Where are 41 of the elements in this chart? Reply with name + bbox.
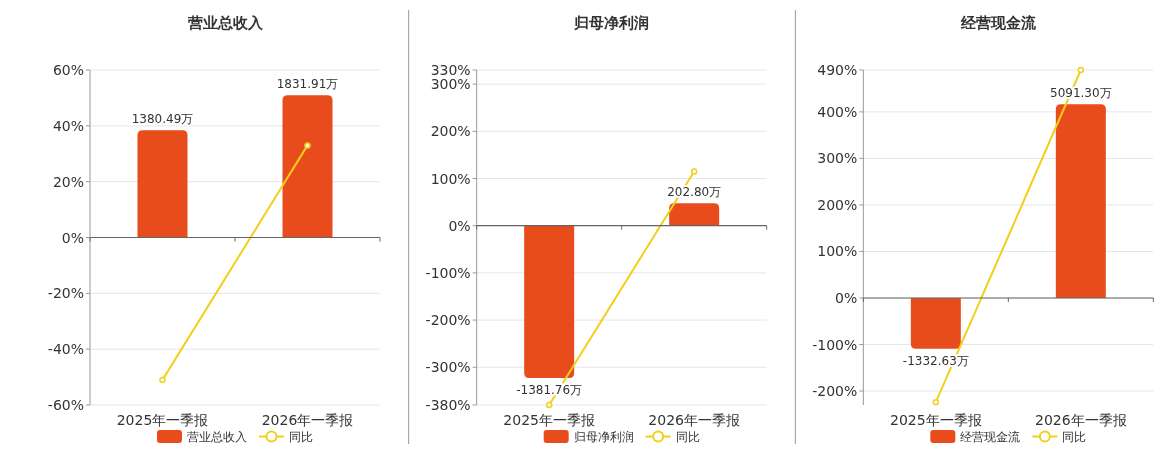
legend-label: 同比 xyxy=(289,430,313,444)
data-label: 1831.91万 xyxy=(276,77,339,92)
y-tick-label: 300% xyxy=(817,150,858,167)
y-tick-label: -380% xyxy=(425,397,471,413)
y-tick-label: -300% xyxy=(425,359,471,376)
x-tick-label: 2026年一季报 xyxy=(648,412,740,428)
x-tick-label: 2025年一季报 xyxy=(116,412,209,428)
legend-label: 营业总收入 xyxy=(187,430,247,444)
y-tick-label: 20% xyxy=(52,173,84,190)
y-tick-label: -100% xyxy=(425,264,471,281)
y-tick-label: 300% xyxy=(430,76,471,93)
x-tick-label: 2026年一季报 xyxy=(1035,412,1127,428)
y-tick-label: -100% xyxy=(812,336,858,353)
y-tick-label: 200% xyxy=(430,123,471,140)
data-label: 1380.49万 xyxy=(131,112,194,127)
y-tick-label: 490% xyxy=(817,62,858,78)
y-tick-label: -40% xyxy=(47,341,84,358)
legend-label: 同比 xyxy=(675,430,700,444)
y-tick-label: 100% xyxy=(430,170,471,187)
chart-title: 经营现金流 xyxy=(959,14,1037,32)
legend-label: 同比 xyxy=(1062,430,1087,444)
y-tick-label: 0% xyxy=(835,289,858,306)
x-tick-label: 2025年一季报 xyxy=(503,412,595,428)
y-tick-label: 40% xyxy=(52,117,84,134)
chart-title: 营业总收入 xyxy=(186,14,264,32)
y-tick-label: 0% xyxy=(448,217,471,234)
y-tick-label: 100% xyxy=(817,243,858,260)
x-tick-label: 2025年一季报 xyxy=(890,412,982,428)
y-tick-label: -20% xyxy=(47,285,84,302)
legend-label: 经营现金流 xyxy=(960,430,1021,444)
x-tick-label: 2026年一季报 xyxy=(261,412,354,428)
y-tick-label: 330% xyxy=(430,62,471,78)
y-tick-label: 400% xyxy=(817,103,858,120)
y-tick-label: -60% xyxy=(47,397,84,413)
y-tick-label: -200% xyxy=(812,383,858,400)
y-tick-label: 0% xyxy=(61,229,84,246)
y-tick-label: 200% xyxy=(817,196,858,213)
legend-label: 归母净利润 xyxy=(573,430,634,444)
chart-title: 归母净利润 xyxy=(573,14,650,32)
y-tick-label: 60% xyxy=(52,62,84,78)
y-tick-label: -200% xyxy=(425,312,471,329)
